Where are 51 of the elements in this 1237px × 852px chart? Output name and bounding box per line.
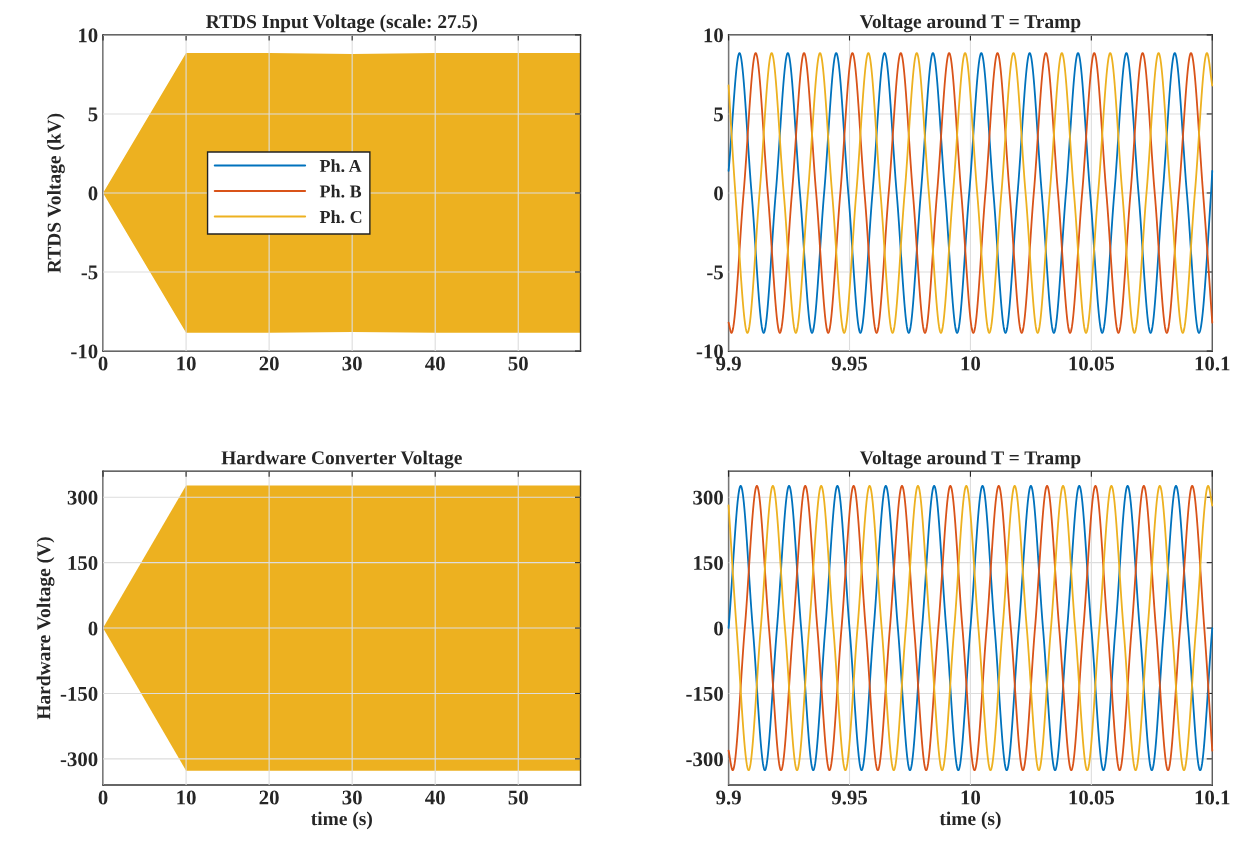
legend-label: Ph. A: [319, 159, 362, 173]
y-tick-label: 10: [79, 28, 98, 43]
x-tick-label: 10: [177, 790, 196, 805]
y-tick-label: -300: [686, 752, 723, 767]
chart-title: RTDS Input Voltage (scale: 27.5): [206, 14, 477, 33]
x-tick-label: 20: [259, 790, 279, 805]
y-tick-label: 0: [88, 186, 98, 201]
y-tick-label: 10: [704, 28, 723, 43]
x-tick-label: 20: [259, 356, 279, 371]
legend-label: Ph. C: [319, 210, 362, 224]
x-tick-label: 10: [961, 790, 981, 805]
y-tick-label: 150: [68, 556, 98, 571]
y-tick-label: -5: [707, 265, 723, 280]
y-tick-label: -10: [71, 344, 98, 359]
x-tick-label: 9.95: [831, 790, 867, 805]
y-tick-label: 0: [88, 621, 98, 636]
y-tick-label: 300: [693, 490, 723, 505]
x-tick-label: 10.1: [1195, 356, 1230, 371]
legend-label: Ph. B: [319, 184, 362, 198]
x-tick-label: 10.05: [1069, 790, 1115, 805]
y-tick-label: -150: [60, 686, 98, 701]
x-axis-title: time (s): [311, 811, 372, 830]
y-tick-label: 0: [714, 621, 723, 636]
x-tick-label: 10: [177, 356, 196, 371]
x-tick-label: 30: [342, 356, 362, 371]
chart-title: Voltage around T = Tramp: [859, 14, 1081, 33]
x-tick-label: 30: [342, 790, 362, 805]
x-tick-label: 9.95: [831, 356, 867, 371]
y-tick-label: 0: [714, 186, 723, 201]
y-tick-label: 150: [694, 556, 723, 571]
y-tick-label: -300: [60, 752, 98, 767]
y-tick-label: -5: [81, 265, 98, 280]
x-tick-label: 40: [425, 356, 445, 371]
y-tick-label: -150: [686, 686, 723, 701]
chart-title: Voltage around T = Tramp: [859, 450, 1081, 469]
x-tick-label: 10: [961, 356, 981, 371]
x-tick-label: 0: [98, 790, 108, 805]
x-axis-title: time (s): [939, 811, 1001, 830]
y-tick-label: 5: [714, 107, 723, 122]
x-tick-label: 9.9: [716, 790, 741, 805]
x-tick-label: 10.05: [1069, 356, 1115, 371]
chart-title: Hardware Converter Voltage: [221, 450, 462, 469]
x-tick-label: 10.1: [1195, 790, 1230, 805]
y-tick-label: 300: [67, 490, 98, 505]
y-tick-label: 5: [88, 107, 98, 122]
x-tick-label: 0: [98, 356, 108, 371]
y-axis-title: RTDS Voltage (kV): [47, 113, 65, 273]
x-tick-label: 50: [508, 356, 528, 371]
y-axis-title: Hardware Voltage (V): [36, 537, 55, 720]
x-tick-label: 50: [508, 790, 528, 805]
x-tick-label: 40: [425, 790, 445, 805]
